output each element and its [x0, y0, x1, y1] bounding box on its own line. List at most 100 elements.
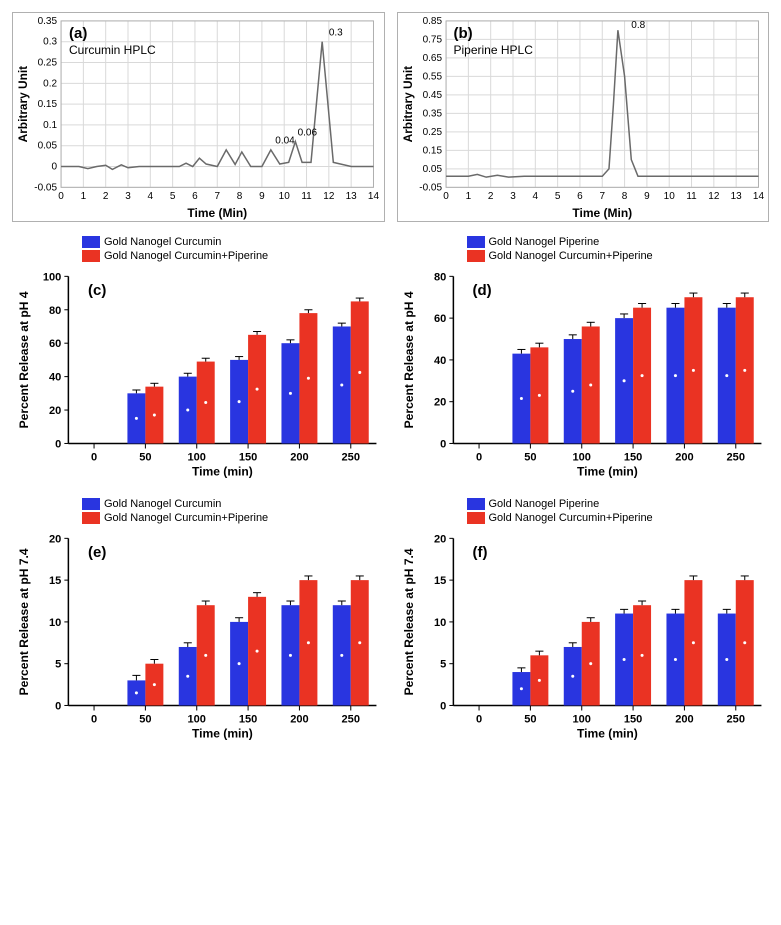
hplc-chart-a: 01234567891011121314-0.0500.050.10.150.2… [12, 12, 385, 222]
svg-text:6: 6 [577, 191, 583, 202]
svg-text:0.04: 0.04 [275, 136, 295, 147]
legend-item: Gold Nanogel Curcumin [82, 498, 385, 510]
svg-text:7: 7 [599, 191, 605, 202]
bar-chart-e: 05101520050100150200250Time (min)Percent… [12, 526, 385, 746]
svg-text:50: 50 [139, 452, 151, 464]
panel-d: Gold Nanogel Piperine Gold Nanogel Curcum… [397, 236, 770, 484]
bar-chart-d: 020406080050100150200250Time (min)Percen… [397, 264, 770, 484]
panel-e: Gold Nanogel Curcumin Gold Nanogel Curcum… [12, 498, 385, 746]
svg-text:0: 0 [55, 701, 61, 713]
panel-b: 01234567891011121314-0.050.050.150.250.3… [397, 12, 770, 222]
svg-text:9: 9 [259, 191, 265, 202]
svg-text:80: 80 [434, 272, 446, 284]
svg-text:0.05: 0.05 [422, 164, 442, 175]
legend-label: Gold Nanogel Curcumin+Piperine [489, 250, 653, 262]
svg-text:3: 3 [510, 191, 516, 202]
svg-text:200: 200 [290, 714, 308, 726]
svg-text:10: 10 [663, 191, 675, 202]
bar-chart-c: 020406080100050100150200250Time (min)Per… [12, 264, 385, 484]
svg-text:150: 150 [623, 714, 641, 726]
svg-text:250: 250 [342, 714, 360, 726]
svg-text:100: 100 [572, 452, 590, 464]
svg-text:50: 50 [139, 714, 151, 726]
svg-text:11: 11 [301, 191, 312, 202]
panel-a: 01234567891011121314-0.0500.050.10.150.2… [12, 12, 385, 222]
svg-text:100: 100 [572, 714, 590, 726]
svg-text:12: 12 [323, 191, 335, 202]
svg-text:200: 200 [675, 714, 693, 726]
svg-text:9: 9 [644, 191, 650, 202]
svg-text:0.3: 0.3 [43, 37, 57, 48]
svg-text:1: 1 [81, 191, 87, 202]
svg-text:15: 15 [49, 576, 61, 588]
legend-label: Gold Nanogel Curcumin [104, 236, 221, 248]
svg-text:0: 0 [91, 714, 97, 726]
svg-text:0: 0 [91, 452, 97, 464]
legend-item: Gold Nanogel Curcumin+Piperine [467, 512, 770, 524]
svg-text:5: 5 [170, 191, 176, 202]
svg-text:0.1: 0.1 [43, 120, 57, 131]
svg-text:Percent Release at pH 7.4: Percent Release at pH 7.4 [402, 548, 416, 695]
legend-d: Gold Nanogel Piperine Gold Nanogel Curcum… [467, 236, 770, 262]
svg-text:250: 250 [342, 452, 360, 464]
svg-text:200: 200 [290, 452, 308, 464]
legend-swatch [82, 236, 100, 248]
svg-text:0.35: 0.35 [38, 16, 58, 27]
svg-text:10: 10 [49, 617, 61, 629]
panel-tag: (d) [473, 282, 492, 299]
svg-text:0: 0 [443, 191, 449, 202]
svg-text:0: 0 [51, 162, 57, 173]
svg-text:0.55: 0.55 [422, 71, 442, 82]
svg-text:13: 13 [346, 191, 358, 202]
hplc-chart-b: 01234567891011121314-0.050.050.150.250.3… [397, 12, 770, 222]
svg-text:0.3: 0.3 [329, 28, 343, 39]
panel-subtitle: Piperine HPLC [454, 43, 533, 57]
svg-text:150: 150 [623, 452, 641, 464]
svg-text:11: 11 [686, 191, 697, 202]
legend-item: Gold Nanogel Curcumin+Piperine [467, 250, 770, 262]
svg-text:6: 6 [192, 191, 198, 202]
panel-subtitle: Curcumin HPLC [69, 43, 156, 57]
panel-f: Gold Nanogel Piperine Gold Nanogel Curcum… [397, 498, 770, 746]
svg-text:0.75: 0.75 [422, 34, 442, 45]
svg-text:60: 60 [434, 313, 446, 325]
svg-text:10: 10 [434, 617, 446, 629]
svg-text:20: 20 [434, 397, 446, 409]
svg-text:2: 2 [103, 191, 109, 202]
svg-text:0.85: 0.85 [422, 16, 442, 27]
svg-text:20: 20 [434, 534, 446, 546]
svg-text:60: 60 [49, 338, 61, 350]
svg-text:1: 1 [465, 191, 471, 202]
legend-item: Gold Nanogel Curcumin+Piperine [82, 512, 385, 524]
svg-text:Time (min): Time (min) [576, 465, 637, 479]
svg-text:Time (Min): Time (Min) [572, 206, 632, 220]
legend-item: Gold Nanogel Curcumin+Piperine [82, 250, 385, 262]
svg-text:150: 150 [239, 714, 257, 726]
svg-text:20: 20 [49, 534, 61, 546]
svg-text:250: 250 [726, 714, 744, 726]
legend-item: Gold Nanogel Piperine [467, 236, 770, 248]
svg-text:Percent Release at pH 4: Percent Release at pH 4 [402, 291, 416, 428]
svg-text:200: 200 [675, 452, 693, 464]
svg-text:12: 12 [708, 191, 720, 202]
svg-text:Time (min): Time (min) [192, 465, 253, 479]
svg-text:0: 0 [475, 714, 481, 726]
svg-text:250: 250 [726, 452, 744, 464]
legend-e: Gold Nanogel Curcumin Gold Nanogel Curcum… [82, 498, 385, 524]
svg-text:100: 100 [188, 452, 206, 464]
svg-text:0.8: 0.8 [631, 20, 645, 31]
svg-text:13: 13 [730, 191, 742, 202]
legend-label: Gold Nanogel Piperine [489, 498, 600, 510]
svg-text:0: 0 [440, 701, 446, 713]
svg-text:Arbitrary Unit: Arbitrary Unit [16, 66, 30, 143]
svg-text:40: 40 [434, 355, 446, 367]
svg-text:10: 10 [279, 191, 291, 202]
svg-text:Time (min): Time (min) [192, 727, 253, 741]
legend-swatch [467, 236, 485, 248]
svg-text:4: 4 [532, 191, 538, 202]
legend-item: Gold Nanogel Curcumin [82, 236, 385, 248]
svg-text:0.15: 0.15 [422, 145, 442, 156]
svg-text:2: 2 [487, 191, 493, 202]
panel-c: Gold Nanogel Curcumin Gold Nanogel Curcum… [12, 236, 385, 484]
bar-chart-f: 05101520050100150200250Time (min)Percent… [397, 526, 770, 746]
